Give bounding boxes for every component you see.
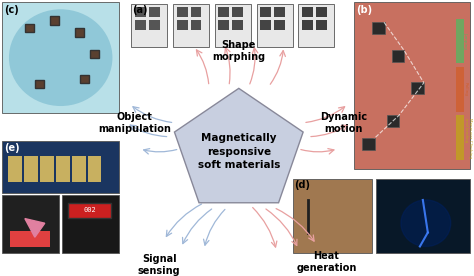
Text: (a): (a) <box>132 5 148 15</box>
FancyBboxPatch shape <box>392 50 404 62</box>
Circle shape <box>401 200 451 246</box>
Text: Shape
morphing: Shape morphing <box>212 40 265 62</box>
FancyBboxPatch shape <box>2 2 119 113</box>
FancyBboxPatch shape <box>386 115 400 127</box>
FancyBboxPatch shape <box>354 2 470 169</box>
FancyBboxPatch shape <box>149 20 160 30</box>
FancyBboxPatch shape <box>56 156 70 182</box>
Polygon shape <box>25 219 45 237</box>
Text: Object
manipulation: Object manipulation <box>98 112 171 134</box>
FancyBboxPatch shape <box>372 22 384 34</box>
Circle shape <box>9 9 112 106</box>
FancyBboxPatch shape <box>274 20 285 30</box>
FancyBboxPatch shape <box>456 115 464 160</box>
Text: Heat
generation: Heat generation <box>296 251 356 273</box>
FancyBboxPatch shape <box>36 79 44 88</box>
Text: 002: 002 <box>83 207 96 213</box>
Text: Jumping: Jumping <box>464 33 468 49</box>
FancyBboxPatch shape <box>219 7 229 17</box>
FancyBboxPatch shape <box>316 7 327 17</box>
FancyBboxPatch shape <box>292 179 372 253</box>
FancyBboxPatch shape <box>260 7 271 17</box>
FancyBboxPatch shape <box>362 138 374 150</box>
FancyBboxPatch shape <box>40 156 54 182</box>
FancyBboxPatch shape <box>50 16 59 25</box>
FancyBboxPatch shape <box>257 4 292 46</box>
Text: Dynamic
motion: Dynamic motion <box>319 112 367 134</box>
FancyBboxPatch shape <box>80 75 89 83</box>
Text: Maneuver Climbing
and landing: Maneuver Climbing and landing <box>464 118 472 158</box>
Text: Signal
sensing: Signal sensing <box>138 254 181 275</box>
FancyBboxPatch shape <box>173 4 209 46</box>
FancyBboxPatch shape <box>219 20 229 30</box>
Text: (e): (e) <box>4 143 19 153</box>
Text: (b): (b) <box>356 5 372 15</box>
FancyBboxPatch shape <box>8 156 22 182</box>
FancyBboxPatch shape <box>274 7 285 17</box>
FancyBboxPatch shape <box>215 4 251 46</box>
FancyBboxPatch shape <box>88 156 101 182</box>
Text: (d): (d) <box>294 181 310 190</box>
FancyBboxPatch shape <box>411 82 424 94</box>
FancyBboxPatch shape <box>302 7 313 17</box>
Text: Rolling: Rolling <box>464 82 468 96</box>
FancyBboxPatch shape <box>75 28 84 37</box>
FancyBboxPatch shape <box>2 195 59 253</box>
FancyBboxPatch shape <box>456 18 464 63</box>
FancyBboxPatch shape <box>72 156 86 182</box>
FancyBboxPatch shape <box>135 7 146 17</box>
FancyBboxPatch shape <box>316 20 327 30</box>
FancyBboxPatch shape <box>62 195 119 253</box>
FancyBboxPatch shape <box>299 4 334 46</box>
FancyBboxPatch shape <box>456 67 464 112</box>
FancyBboxPatch shape <box>131 4 167 46</box>
Text: Magnetically
responsive
soft materials: Magnetically responsive soft materials <box>198 133 280 170</box>
FancyBboxPatch shape <box>149 7 160 17</box>
FancyBboxPatch shape <box>24 156 38 182</box>
Text: (c): (c) <box>4 5 19 15</box>
FancyBboxPatch shape <box>302 20 313 30</box>
FancyBboxPatch shape <box>232 20 243 30</box>
Polygon shape <box>174 88 303 203</box>
FancyBboxPatch shape <box>10 231 50 247</box>
FancyBboxPatch shape <box>177 20 188 30</box>
FancyBboxPatch shape <box>232 7 243 17</box>
FancyBboxPatch shape <box>191 20 201 30</box>
FancyBboxPatch shape <box>2 141 119 193</box>
FancyBboxPatch shape <box>68 203 111 218</box>
FancyBboxPatch shape <box>191 7 201 17</box>
FancyBboxPatch shape <box>26 24 34 32</box>
FancyBboxPatch shape <box>135 20 146 30</box>
FancyBboxPatch shape <box>90 50 99 58</box>
FancyBboxPatch shape <box>376 179 470 253</box>
FancyBboxPatch shape <box>260 20 271 30</box>
FancyBboxPatch shape <box>177 7 188 17</box>
